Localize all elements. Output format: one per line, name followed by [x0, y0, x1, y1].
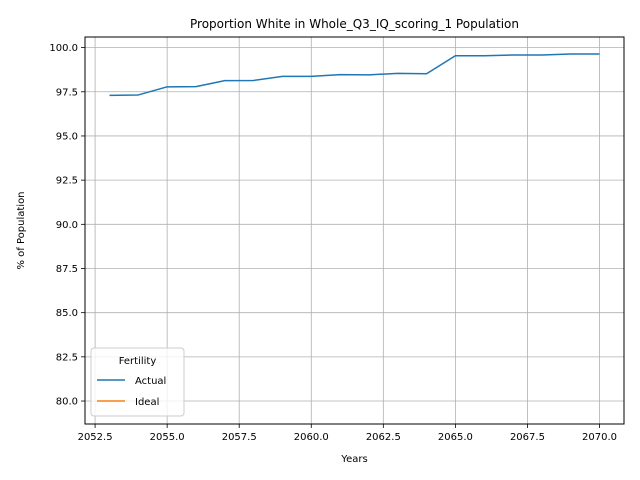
legend-label-actual: Actual — [135, 376, 166, 387]
y-tick-label: 87.5 — [56, 264, 78, 275]
legend-label-ideal: Ideal — [135, 397, 159, 408]
y-tick-label: 90.0 — [56, 220, 78, 231]
x-axis-label: Years — [340, 454, 367, 465]
x-tick-label: 2057.5 — [222, 432, 257, 443]
legend: Fertility Actual Ideal — [90, 347, 185, 417]
plot-frame — [84, 36, 625, 425]
ticks: 2052.5 2055.0 2057.5 2060.0 2062.5 2065.0 2067… — [49, 43, 617, 443]
legend-box — [90, 347, 185, 417]
x-tick-label: 2067.5 — [510, 432, 545, 443]
y-tick-label: 92.5 — [56, 176, 78, 187]
y-tick-label: 100.0 — [49, 43, 78, 54]
x-tick-label: 2055.0 — [150, 432, 185, 443]
y-axis-label: % of Population — [16, 191, 27, 269]
y-tick-label: 80.0 — [56, 397, 78, 408]
x-tick-label: 2062.5 — [366, 432, 401, 443]
x-tick-label: 2060.0 — [294, 432, 329, 443]
x-tick-label: 2070.0 — [582, 432, 617, 443]
x-tick-label: 2065.0 — [438, 432, 473, 443]
series-layer — [109, 53, 600, 97]
chart-title: Proportion White in Whole_Q3_IQ_scoring_… — [190, 17, 519, 31]
y-tick-label: 95.0 — [56, 131, 78, 142]
x-tick-label: 2052.5 — [78, 432, 113, 443]
y-tick-label: 82.5 — [56, 352, 78, 363]
series-line-actual — [109, 53, 600, 97]
legend-title: Fertility — [119, 356, 157, 367]
y-tick-label: 85.0 — [56, 308, 78, 319]
y-tick-label: 97.5 — [56, 87, 78, 98]
